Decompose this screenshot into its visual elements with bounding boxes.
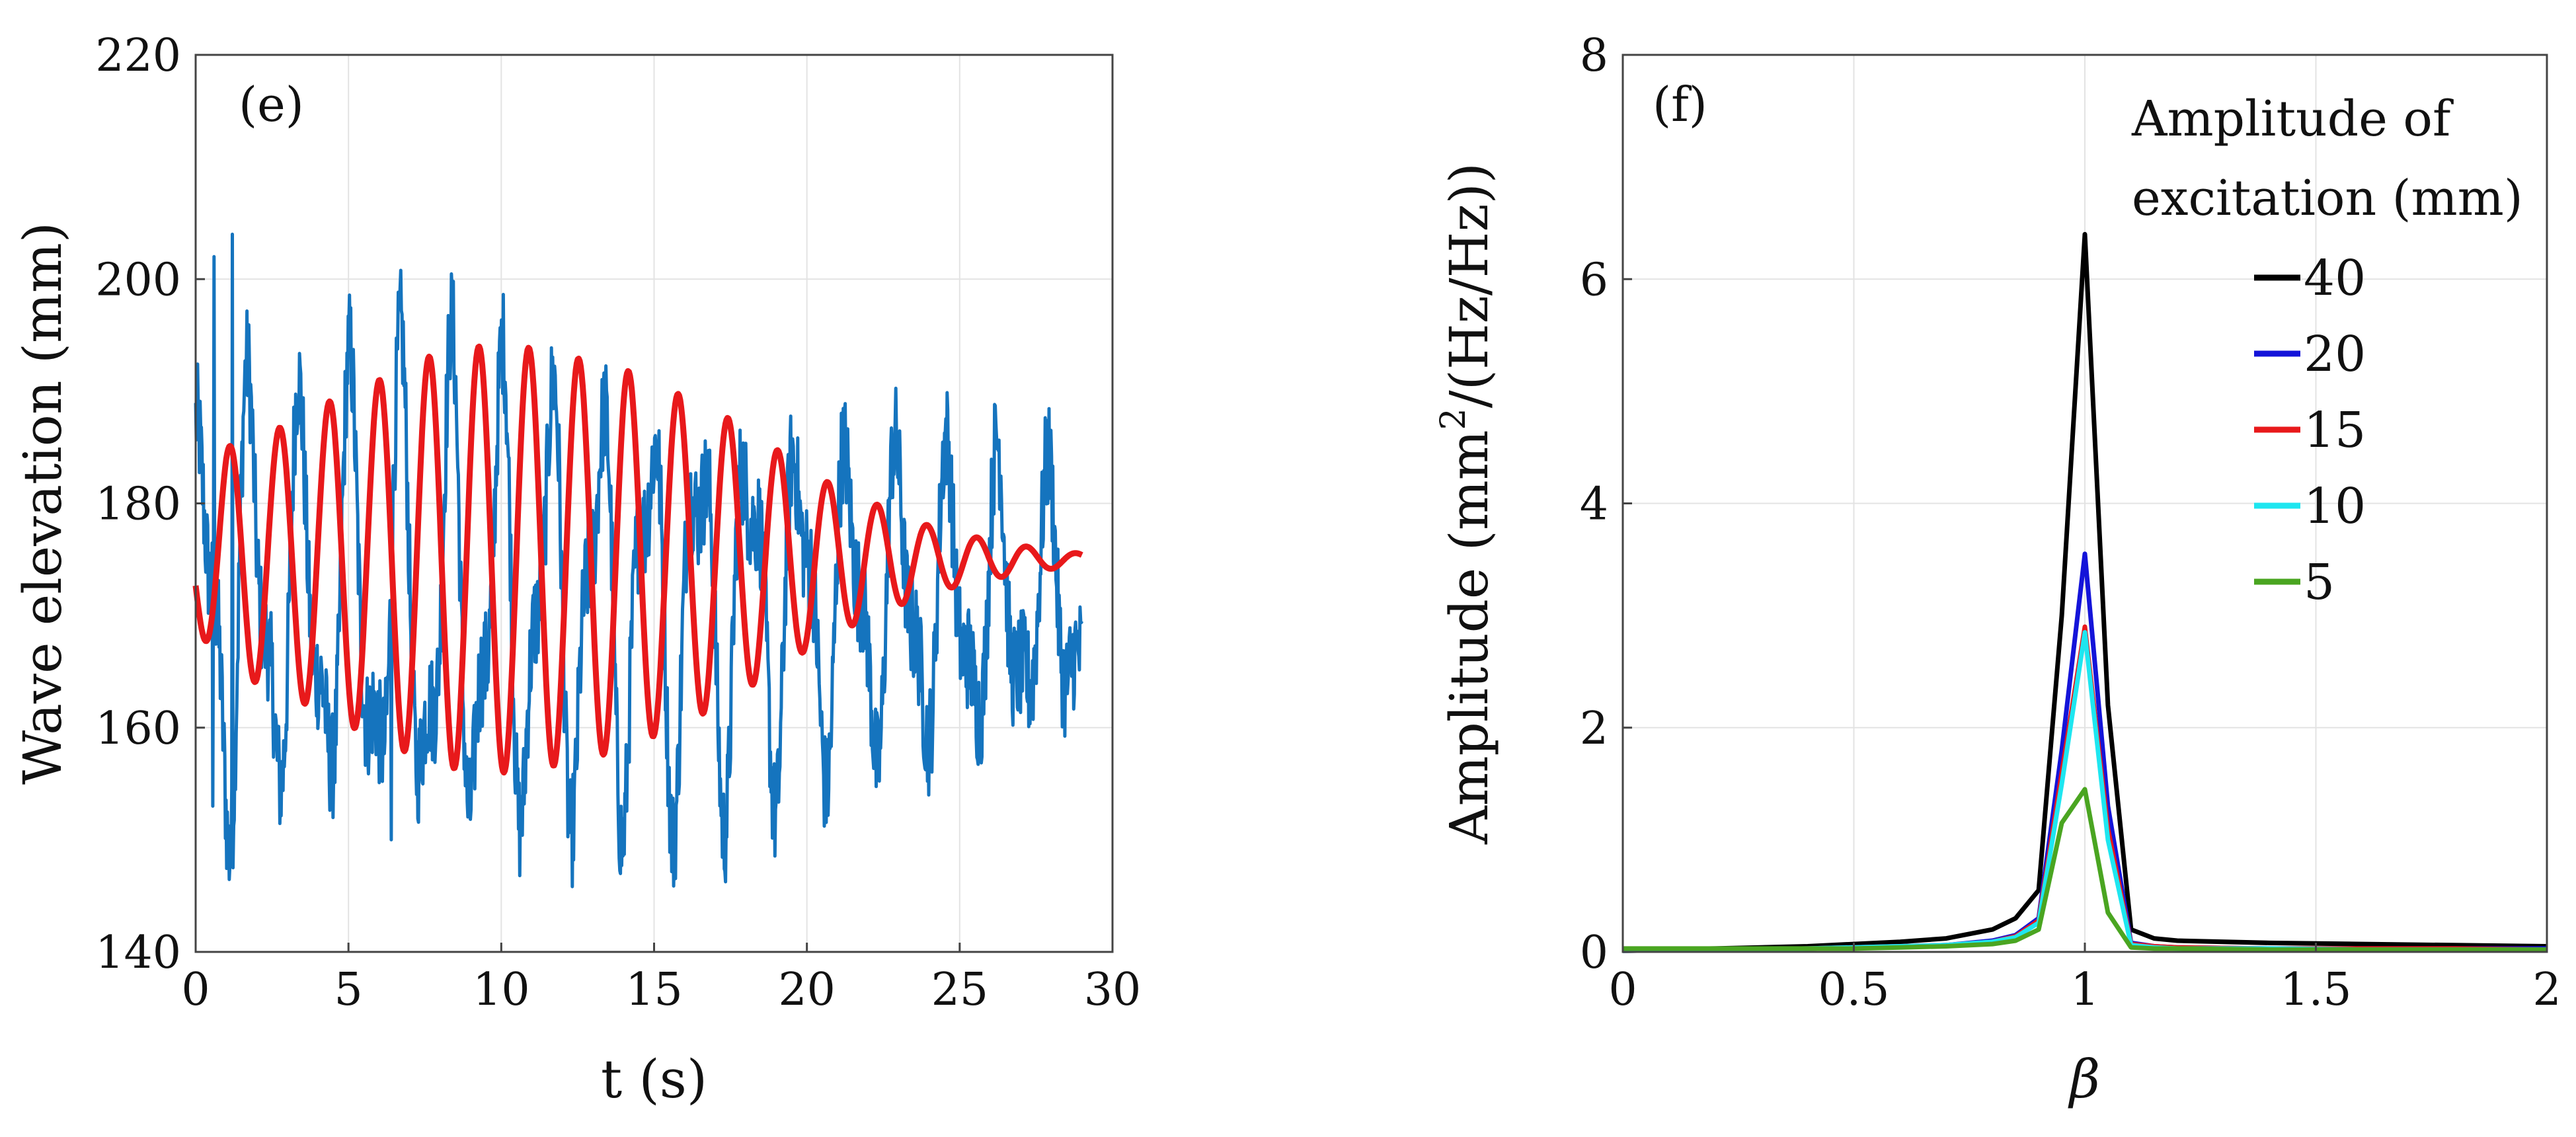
e-panel-label: (e): [239, 77, 304, 132]
f-x-axis-label: β: [2068, 1048, 2100, 1110]
e-x-tick-label: 10: [473, 964, 530, 1016]
e-y-tick-label: 140: [95, 927, 181, 979]
e-series-measured: [194, 232, 1084, 888]
f-y-tick-label: 6: [1580, 254, 1608, 306]
e-y-tick-label: 160: [95, 703, 181, 755]
f-x-tick-label: 1.5: [2280, 964, 2351, 1016]
f-legend-label-5: 5: [2304, 554, 2335, 611]
f-x-tick-label: 1: [2070, 964, 2099, 1016]
f-legend-label-10: 10: [2304, 478, 2366, 535]
e-x-tick-label: 0: [181, 964, 210, 1016]
f-legend-label-15: 15: [2304, 402, 2366, 459]
e-x-tick-label: 30: [1084, 964, 1142, 1016]
f-x-tick-label: 2: [2532, 964, 2561, 1016]
e-y-axis-label: Wave elevation (mm): [12, 222, 73, 785]
e-series-fitted: [192, 343, 1084, 776]
panel-e: 0 5 10 15 20 25 30 140 160 180 200 220 (e) t (s) Wa…: [12, 30, 1141, 1110]
f-panel-label: (f): [1653, 77, 1707, 132]
f-y-tick-label: 8: [1580, 30, 1608, 82]
e-x-tick-label: 25: [931, 964, 989, 1016]
f-y-tick-label: 0: [1580, 927, 1608, 979]
e-x-tick-label: 15: [625, 964, 683, 1016]
f-y-axis-label-main: Amplitude (mm: [1438, 430, 1500, 845]
e-y-tick-label: 200: [95, 254, 181, 306]
e-tick-layer: 0 5 10 15 20 25 30 140 160 180 200 220: [95, 30, 1141, 1016]
f-legend-label-40: 40: [2304, 250, 2366, 307]
e-x-axis-label: t (s): [601, 1048, 707, 1110]
f-y-tick-label: 4: [1580, 479, 1608, 531]
f-x-tick-label: 0: [1608, 964, 1637, 1016]
e-x-tick-label: 5: [334, 964, 363, 1016]
f-y-tick-label: 2: [1580, 703, 1608, 755]
f-y-axis-label-superscript: 2: [1434, 408, 1473, 430]
e-y-tick-label: 180: [95, 479, 181, 531]
f-x-tick-label: 0.5: [1818, 964, 1889, 1016]
f-legend-label-20: 20: [2304, 326, 2366, 383]
f-legend: Amplitude of excitation (mm) 40 20 15 10 5: [2131, 91, 2523, 611]
e-series-layer: [192, 232, 1084, 888]
f-legend-title-line-1: Amplitude of: [2131, 91, 2454, 147]
f-legend-title-line-2: excitation (mm): [2132, 170, 2523, 227]
f-y-axis-label: Amplitude (mm2/(Hz/Hz)): [1434, 163, 1500, 845]
e-y-tick-label: 220: [95, 30, 181, 82]
e-x-tick-label: 20: [778, 964, 836, 1016]
f-y-axis-label-tail: /(Hz/Hz)): [1438, 163, 1500, 408]
